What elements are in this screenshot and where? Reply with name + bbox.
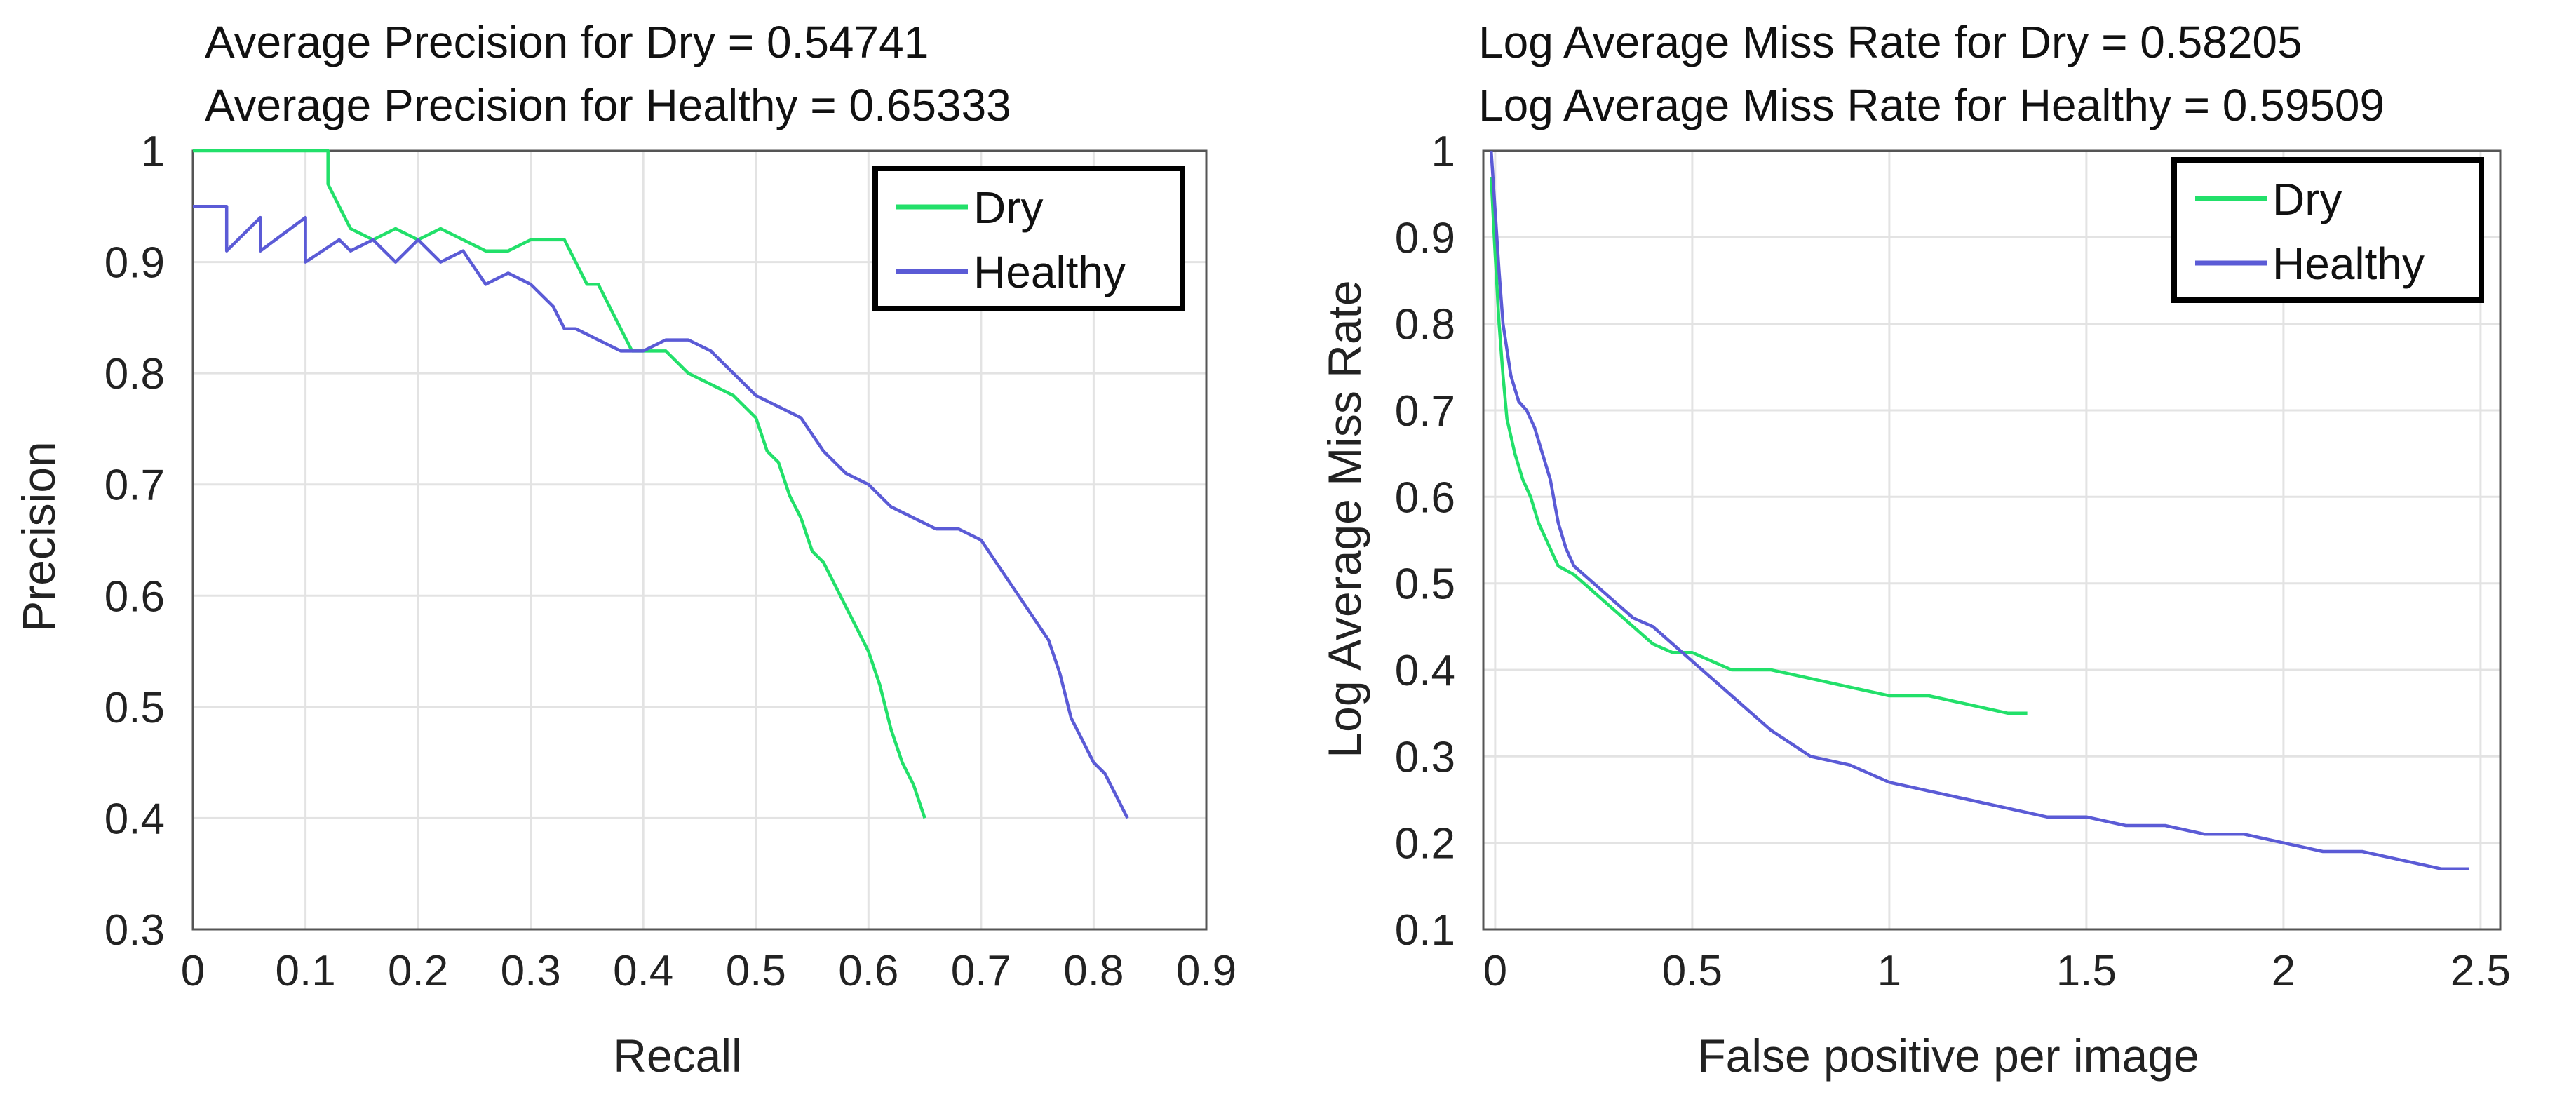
chart1-legend-box <box>872 166 1185 311</box>
chart2-y-tick-label: 0.1 <box>1395 906 1455 955</box>
chart2-series-line-dry <box>1489 176 2028 715</box>
chart1-x-tick-label: 0.3 <box>501 947 561 995</box>
chart2-x-tick-label: 0.5 <box>1662 947 1722 995</box>
chart1-x-tick-label: 0.6 <box>838 947 898 995</box>
chart2-legend-label-healthy: Healthy <box>2272 238 2425 289</box>
chart2-x-tick-label: 2 <box>2272 947 2295 995</box>
chart1-y-tick-label: 0.6 <box>104 572 165 621</box>
chart2-series-line-healthy <box>1489 150 2469 870</box>
chart1-y-tick-label: 0.8 <box>104 350 165 398</box>
chart1-x-tick-label: 0.2 <box>388 947 448 995</box>
chart1-x-tick-label: 0.5 <box>726 947 786 995</box>
chart2-y-tick-label: 0.8 <box>1395 301 1455 349</box>
chart1-series-line-healthy <box>193 205 1129 819</box>
chart1-y-tick-label: 0.9 <box>104 239 165 288</box>
chart2-x-tick-label: 1 <box>1877 947 1901 995</box>
chart2-legend-label-dry: Dry <box>2272 174 2342 224</box>
chart1-legend: Dry Healthy <box>872 166 1185 311</box>
chart1-x-tick-label: 0.7 <box>951 947 1011 995</box>
chart1-y-tick-label: 1 <box>141 128 165 176</box>
chart1-y-tick-label: 0.5 <box>104 684 165 732</box>
chart2-x-tick-label: 1.5 <box>2056 947 2117 995</box>
chart-miss-rate: Log Average Miss Rate for Dry = 0.58205 … <box>1319 17 2511 1082</box>
chart2-legend: Dry Healthy <box>2171 157 2484 303</box>
chart1-x-tick-label: 0.1 <box>275 947 335 995</box>
chart2-title-line1: Log Average Miss Rate for Dry = 0.58205 <box>1478 17 2302 67</box>
chart2-y-tick-label: 0.3 <box>1395 733 1455 781</box>
chart2-x-axis-label: False positive per image <box>1697 1030 2199 1082</box>
chart1-x-tick-label: 0.8 <box>1063 947 1124 995</box>
chart1-x-axis-label: Recall <box>613 1030 741 1082</box>
chart2-y-tick-label: 0.6 <box>1395 473 1455 522</box>
chart1-title-line1: Average Precision for Dry = 0.54741 <box>205 17 929 67</box>
chart2-legend-box <box>2171 157 2484 303</box>
chart1-y-tick-label: 0.4 <box>104 795 165 843</box>
chart2-y-tick-label: 1 <box>1431 128 1455 176</box>
chart1-title-line2: Average Precision for Healthy = 0.65333 <box>205 80 1011 130</box>
chart1-plot-area: 0 0.1 0.2 0.3 0.4 0.5 0.6 0.7 0.8 0.9 0.3 0.4 0.5 0.6… <box>104 128 1236 995</box>
chart1-y-axis-label: Precision <box>13 441 65 631</box>
chart2-axes-frame <box>1482 149 2502 931</box>
chart1-y-tick-label: 0.3 <box>104 906 165 955</box>
chart2-y-tick-label: 0.7 <box>1395 387 1455 436</box>
chart2-y-tick-label: 0.2 <box>1395 820 1455 868</box>
chart1-y-tick-label: 0.7 <box>104 462 165 510</box>
chart2-y-tick-label: 0.9 <box>1395 214 1455 262</box>
chart1-x-tick-label: 0.9 <box>1176 947 1236 995</box>
chart1-x-tick-label: 0 <box>181 947 205 995</box>
chart2-y-axis-label: Log Average Miss Rate <box>1319 280 1370 758</box>
chart1-axes-frame <box>191 149 1208 931</box>
chart1-legend-label-dry: Dry <box>973 182 1044 233</box>
chart2-y-tick-label: 0.4 <box>1395 647 1455 695</box>
chart1-x-tick-label: 0.4 <box>613 947 673 995</box>
chart2-y-tick-label: 0.5 <box>1395 560 1455 609</box>
chart2-plot-area: 0 0.5 1 1.5 2 2.5 0.1 0.2 0.3 0.4 0.5 0.6 0.7 0.8 0.9 1… <box>1395 128 2511 995</box>
chart2-x-tick-label: 2.5 <box>2450 947 2511 995</box>
chart1-legend-label-healthy: Healthy <box>973 247 1126 297</box>
chart2-x-tick-label: 0 <box>1483 947 1507 995</box>
chart1-series-line-dry <box>193 149 926 819</box>
chart-precision-recall: Average Precision for Dry = 0.54741 Aver… <box>13 17 1236 1082</box>
chart2-title-line2: Log Average Miss Rate for Healthy = 0.59… <box>1478 80 2385 130</box>
